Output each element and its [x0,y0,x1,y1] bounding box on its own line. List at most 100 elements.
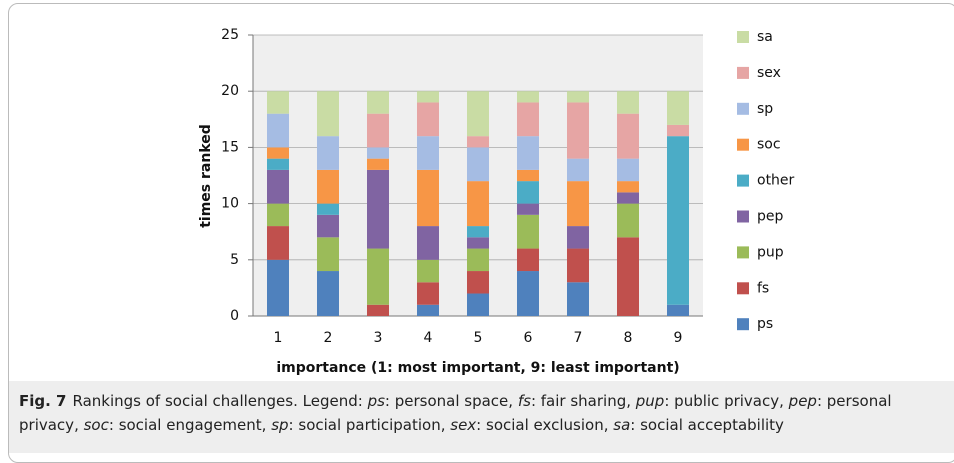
caption-text: Rankings of social challenges. Legend: [72,392,363,410]
bar-segment [517,271,539,316]
bar-segment [317,237,339,272]
bar-segment [517,214,539,249]
x-tick-label: 2 [324,330,333,346]
bar-segment [517,91,539,103]
bar-segment [617,91,639,114]
bar-segment [317,136,339,170]
definition: social participation [298,416,441,434]
bar-segment [267,169,289,204]
legend-definition: spsocial participation [271,416,450,434]
bar-segment [317,203,339,215]
bar-segment [267,158,289,170]
legend-label: ps [757,316,773,332]
bar-segment [517,102,539,137]
bar-segment [667,124,689,137]
term: sp [271,416,298,434]
bar-segment [267,259,289,316]
x-tick-label: 1 [274,330,283,346]
x-tick-label: 7 [574,330,583,346]
bar-segment [267,226,289,260]
legend-swatch [737,174,749,187]
term: pep [789,392,827,410]
bar-segment [417,226,439,260]
bar-segment [467,293,489,316]
legend-label: pup [757,244,784,260]
bar-segment [317,169,339,204]
y-tick-label: 20 [221,83,239,99]
bar-segment [467,147,489,182]
bar-segment [367,304,389,316]
bar-segment [317,214,339,238]
bar-segment [617,203,639,238]
y-axis-label: times ranked [198,124,214,228]
bar-segment [417,282,439,305]
bar-segment [267,147,289,159]
legend-definition: puppublic privacy [636,392,789,410]
legend-label: other [757,173,795,189]
bar-segment [517,203,539,215]
legend-label: sp [757,101,773,117]
bar-segment [567,248,589,283]
bar-segment [517,169,539,182]
bar-segment [417,259,439,283]
y-tick-label: 0 [230,308,239,324]
definition: social exclusion [486,416,604,434]
legend-swatch [737,102,749,115]
chart: times ranked importance (1: most importa… [198,27,795,376]
bar-segment [517,136,539,170]
x-tick-label: 8 [624,330,633,346]
definition: public privacy [674,392,780,410]
y-tick-label: 5 [230,252,239,268]
caption-label: Fig. 7 [19,392,67,410]
legend-label: sex [757,65,781,81]
x-tick-label: 3 [374,330,383,346]
bar-segment [567,91,589,103]
bar-segment [667,91,689,125]
x-tick-label: 9 [674,330,683,346]
bar-segment [317,271,339,316]
bar-segment [517,181,539,204]
bar-segment [367,169,389,249]
bar-segment [617,192,639,204]
bar-segment [467,237,489,249]
term: ps [368,392,395,410]
bar-segment [567,158,589,182]
bar-segment [517,248,539,272]
y-tick-label: 10 [221,196,239,212]
bar-segment [617,158,639,182]
bar-segment [417,169,439,227]
x-tick-label: 4 [424,330,433,346]
term: sa [613,416,640,434]
bar-segment [467,136,489,148]
term: fs [518,392,541,410]
bar-segment [617,237,639,316]
page: {"chart_data": {"type": "stacked_bar", "… [8,3,954,463]
x-tick-label: 5 [474,330,483,346]
bar-segment [417,91,439,103]
bar-segment [367,147,389,159]
legend-definition: sexsocial exclusion [450,416,613,434]
bar-segment [367,113,389,148]
x-axis-label: importance (1: most important, 9: least … [276,360,679,376]
y-tick-label: 25 [221,27,239,43]
legend-definition: fsfair sharing [518,392,636,410]
y-tick-label: 15 [221,139,239,155]
bar-segment [667,304,689,316]
bar-segment [467,271,489,294]
legend-label: soc [757,137,781,153]
caption: Fig. 7 Rankings of social challenges. Leg… [9,381,954,453]
bar-segment [667,136,689,305]
legend-definition: socsocial engagement [84,416,272,434]
bar-segment [467,181,489,227]
legend-definition: pspersonal space [368,392,518,410]
term: sex [450,416,486,434]
legend-swatch [737,246,749,259]
definition: social acceptability [640,416,784,434]
bar-segment [567,102,589,159]
bar-segment [267,91,289,114]
legend-swatch [737,66,749,79]
bar-segment [567,181,589,227]
bar-segment [467,248,489,272]
definition: personal space [394,392,509,410]
legend-swatch [737,318,749,331]
